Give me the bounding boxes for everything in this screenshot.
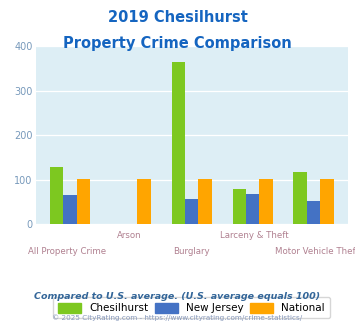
Text: All Property Crime: All Property Crime — [28, 248, 106, 256]
Bar — [260, 179, 273, 224]
Bar — [50, 167, 63, 224]
Text: © 2025 CityRating.com - https://www.cityrating.com/crime-statistics/: © 2025 CityRating.com - https://www.city… — [53, 314, 302, 321]
Bar — [320, 179, 334, 224]
Bar — [137, 179, 151, 224]
Bar — [185, 199, 198, 224]
Bar — [246, 194, 260, 224]
Text: Arson: Arson — [117, 231, 142, 240]
Text: Compared to U.S. average. (U.S. average equals 100): Compared to U.S. average. (U.S. average … — [34, 292, 321, 301]
Bar — [294, 172, 307, 224]
Bar — [233, 189, 246, 224]
Bar — [77, 179, 90, 224]
Bar — [63, 195, 77, 224]
Bar — [198, 179, 212, 224]
Text: Larceny & Theft: Larceny & Theft — [220, 231, 289, 240]
Text: Property Crime Comparison: Property Crime Comparison — [63, 36, 292, 51]
Text: 2019 Chesilhurst: 2019 Chesilhurst — [108, 10, 247, 25]
Legend: Chesilhurst, New Jersey, National: Chesilhurst, New Jersey, National — [53, 297, 330, 318]
Bar — [171, 62, 185, 224]
Bar — [307, 201, 320, 224]
Text: Motor Vehicle Theft: Motor Vehicle Theft — [275, 248, 355, 256]
Text: Burglary: Burglary — [173, 248, 210, 256]
